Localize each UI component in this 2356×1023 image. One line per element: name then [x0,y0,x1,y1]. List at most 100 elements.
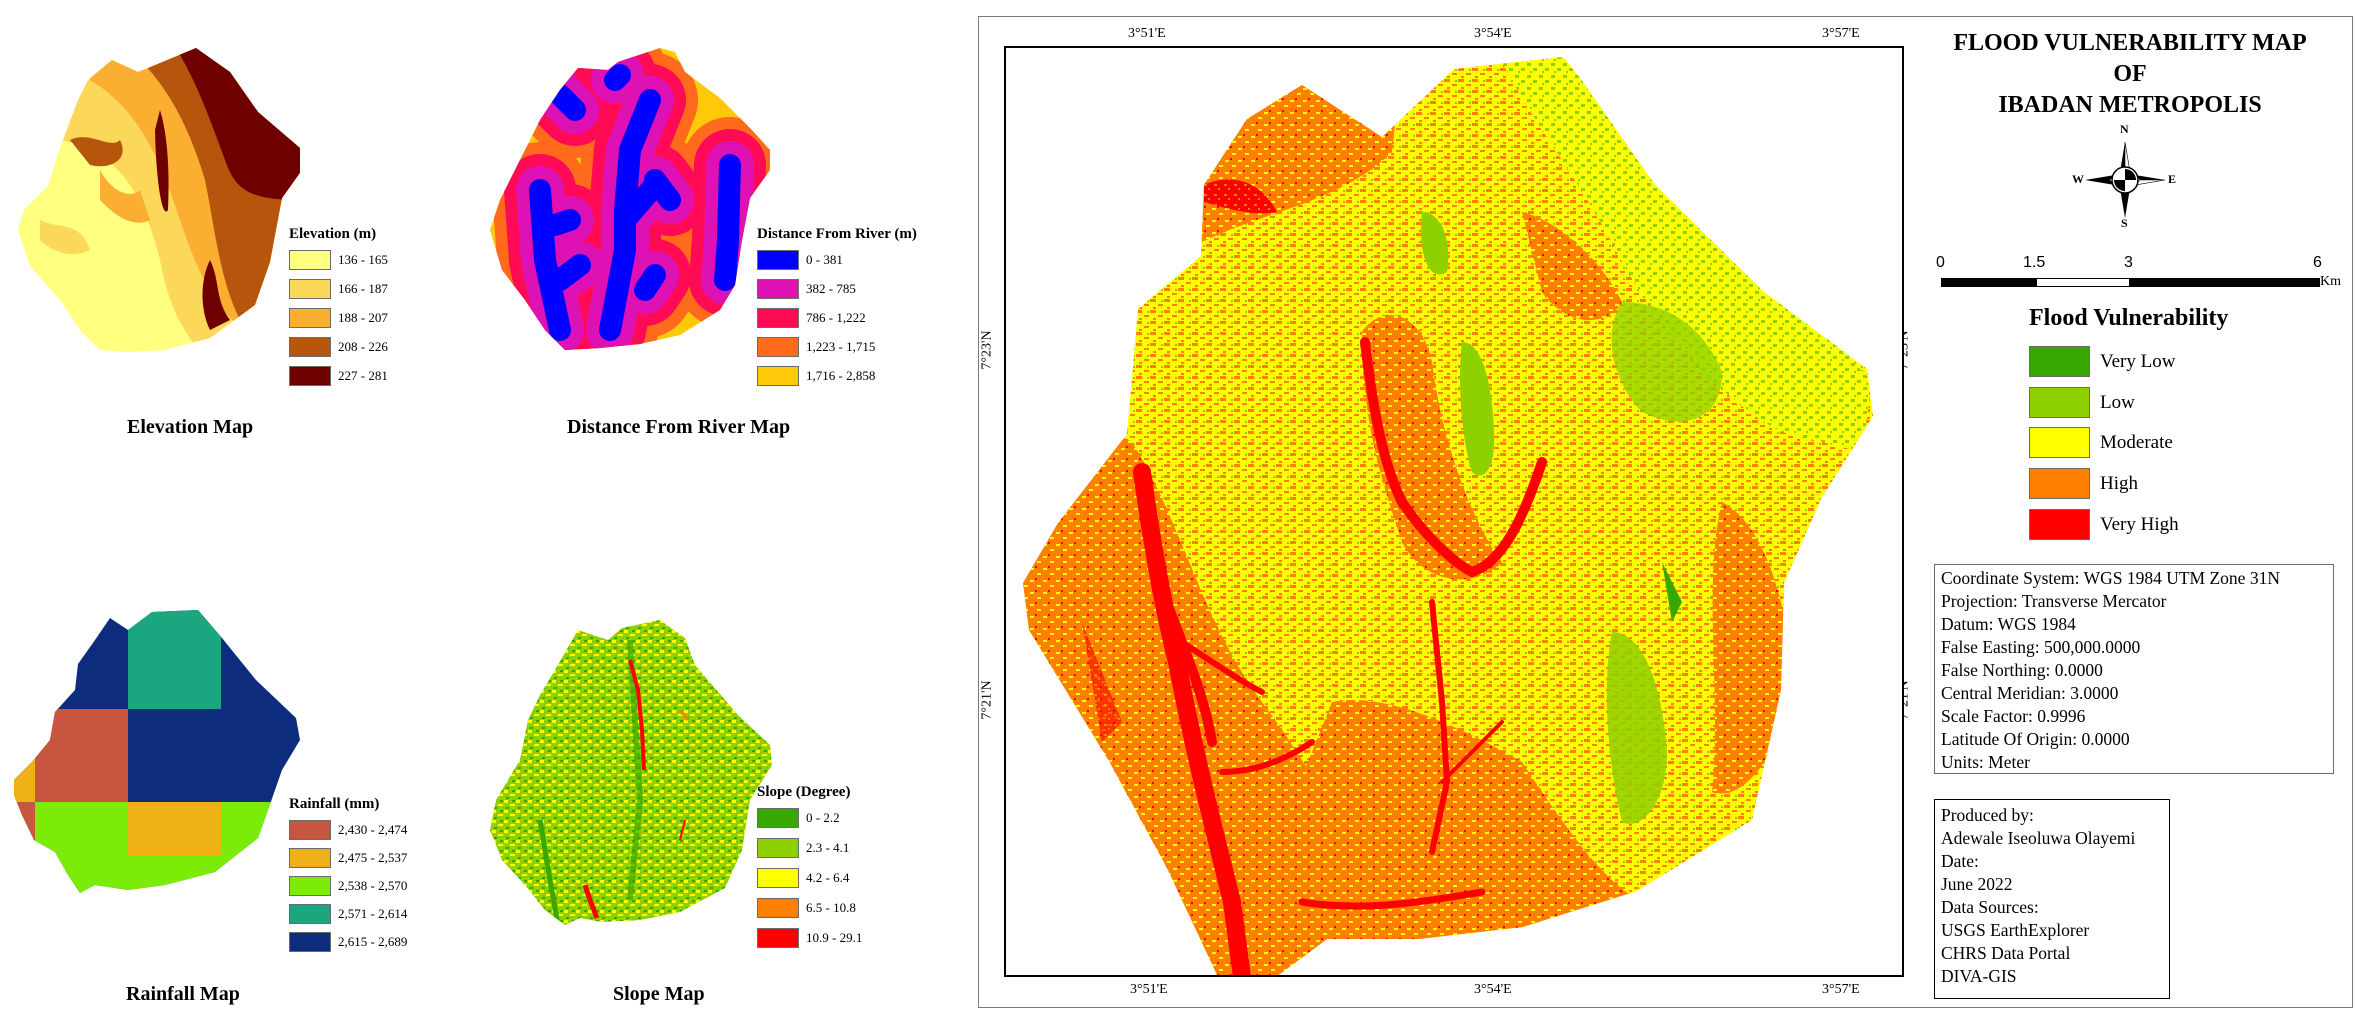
legend-item-very-low: Very Low [2029,346,2175,377]
legend-item: 6.5 - 10.8 [757,897,862,919]
legend-title: Flood Vulnerability [2029,305,2229,331]
credit-date-label: Date: [1941,851,1979,871]
scale-tick-1-5: 1.5 [2023,254,2046,271]
legend-swatch [757,868,799,888]
legend-swatch [289,820,331,840]
compass-rose-icon [2085,141,2166,218]
info-units: Units: Meter [1941,752,2030,772]
legend-label: 2,538 - 2,570 [338,878,408,893]
legend-swatch [2029,468,2090,499]
legend-title: Distance From River (m) [757,226,917,242]
scale-tick-3: 3 [2124,254,2133,271]
info-projection: Projection: Transverse Mercator [1941,591,2167,611]
legend-swatch [2029,346,2090,377]
legend-label: 0 - 2.2 [806,810,840,825]
legend-label: 382 - 785 [806,281,856,296]
credit-source-usgs: USGS EarthExplorer [1941,920,2090,940]
legend-label: 1,716 - 2,858 [806,368,876,383]
legend-swatch [757,808,799,828]
legend-item: 1,716 - 2,858 [757,365,917,387]
map-title-line-1: FLOOD VULNERABILITY MAP [1953,30,2307,56]
credit-date: June 2022 [1941,874,2013,894]
legend-swatch [757,308,799,328]
legend-item: 382 - 785 [757,278,917,300]
legend-item-very-high: Very High [2029,509,2179,540]
layout-frame [978,16,2353,1008]
scale-tick-6: 6 [2313,254,2322,271]
legend-swatch [289,279,331,299]
legend-item: 786 - 1,222 [757,307,917,329]
legend-item: 0 - 2.2 [757,807,862,829]
legend-swatch [289,876,331,896]
legend-item: 2,571 - 2,614 [289,903,407,925]
legend-item: 4.2 - 6.4 [757,867,862,889]
scale-unit: Km [2320,274,2341,289]
slope-map [490,620,772,925]
legend-title: Slope (Degree) [757,784,851,800]
credit-author: Adewale Iseoluwa Olayemi [1941,828,2136,848]
flood-vulnerability-map [1023,57,1873,975]
scale-bar-segment [1941,278,2036,287]
legend-item: 188 - 207 [289,307,388,329]
legend-label: High [2100,472,2138,494]
graticule-top-2: 3°54'E [1474,26,1512,41]
info-scale-factor: Scale Factor: 0.9996 [1941,706,2086,726]
legend-swatch [757,928,799,948]
legend-label: 4.2 - 6.4 [806,870,850,885]
slope-map-title: Slope Map [613,983,705,1005]
legend-swatch [757,337,799,357]
credit-source-diva: DIVA-GIS [1941,966,2017,986]
info-central-meridian: Central Meridian: 3.0000 [1941,683,2119,703]
projection-info-box: Coordinate System: WGS 1984 UTM Zone 31N… [1934,564,2334,774]
legend-label: 2,430 - 2,474 [338,822,408,837]
legend-swatch [757,838,799,858]
legend-label: Moderate [2100,431,2173,453]
north-arrow: N S W E [2070,122,2180,230]
legend-label: 188 - 207 [338,310,388,325]
graticule-bottom-1: 3°51'E [1130,982,1168,997]
legend-label: 2,475 - 2,537 [338,850,408,865]
credit-produced-by-label: Produced by: [1941,805,2034,825]
legend-item: 2,430 - 2,474 [289,819,407,841]
distance-from-river-map-title: Distance From River Map [567,416,791,438]
graticule-top-3: 3°57'E [1822,26,1860,41]
info-datum: Datum: WGS 1984 [1941,614,2076,634]
legend-item: 10.9 - 29.1 [757,927,862,949]
map-title-line-2: OF [2113,61,2147,87]
east-label: E [2168,172,2177,186]
map-title: FLOOD VULNERABILITY MAP OF IBADAN METROP… [1930,28,2330,121]
legend-item-high: High [2029,468,2138,499]
legend-swatch [289,904,331,924]
legend-item-moderate: Moderate [2029,427,2173,458]
info-latitude-of-origin: Latitude Of Origin: 0.0000 [1941,729,2130,749]
graticule-bottom-2: 3°54'E [1474,982,1512,997]
legend-item: 208 - 226 [289,336,388,358]
distance-from-river-map [490,48,770,350]
legend-label: 786 - 1,222 [806,310,866,325]
legend-label: 6.5 - 10.8 [806,900,856,915]
credits-box: Produced by: Adewale Iseoluwa Olayemi Da… [1934,799,2170,999]
graticule-bottom-3: 3°57'E [1822,982,1860,997]
legend-title: Elevation (m) [289,226,377,242]
legend-item-low: Low [2029,387,2135,418]
rainfall-map [14,610,300,893]
legend-item: 227 - 281 [289,365,388,387]
legend-item: 2,538 - 2,570 [289,875,407,897]
legend-item: 2,475 - 2,537 [289,847,407,869]
rainfall-legend: Rainfall (mm) 2,430 - 2,474 2,475 - 2,53… [289,796,407,959]
scale-bar-segment [2130,278,2320,287]
credit-source-chrs: CHRS Data Portal [1941,943,2071,963]
legend-item: 0 - 381 [757,249,917,271]
graticule-left-1: 7°23'N [979,330,995,370]
legend-swatch [2029,427,2090,458]
legend-label: 0 - 381 [806,252,843,267]
flood-vulnerability-map-frame [1004,46,1904,977]
legend-swatch [289,932,331,952]
graticule-top-1: 3°51'E [1128,26,1166,41]
rainfall-map-title: Rainfall Map [126,983,240,1005]
legend-item: 136 - 165 [289,249,388,271]
distance-from-river-legend: Distance From River (m) 0 - 381 382 - 78… [757,226,917,394]
info-coordinate-system: Coordinate System: WGS 1984 UTM Zone 31N [1941,568,2280,588]
legend-label: Very Low [2100,350,2176,372]
slope-legend: Slope (Degree) 0 - 2.2 2.3 - 4.1 4.2 - 6… [757,784,862,957]
